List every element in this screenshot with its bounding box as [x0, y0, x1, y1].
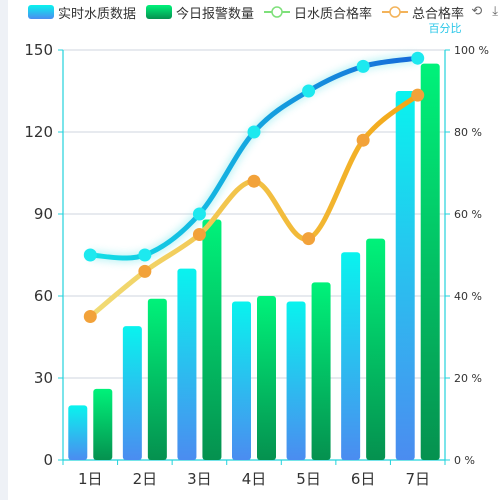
legend-item[interactable]: 总合格率 [382, 3, 464, 22]
point-total-pass-rate [247, 174, 261, 188]
y-left-tick-label: 120 [24, 123, 53, 141]
point-daily-pass-rate [83, 248, 97, 262]
legend-line-swatch [382, 5, 409, 19]
y-left-tick-label: 60 [34, 287, 53, 305]
download-icon[interactable]: ⤓ [492, 4, 498, 19]
restore-icon[interactable]: ⟲ [471, 4, 483, 19]
legend-item[interactable]: 今日报警数量 [146, 3, 254, 22]
legend-item[interactable]: 实时水质数据 [28, 3, 136, 22]
y-right-tick-label: 60 % [454, 208, 482, 221]
bar-water-quality [122, 326, 142, 460]
y-left-tick-label: 0 [43, 451, 53, 469]
chart-toolbar: ⟲ ⤓ [471, 4, 498, 19]
bar-water-quality [177, 268, 197, 460]
axis-labels: 0 30 60 90 120 150 0 % 20 % 40 % 60 % 80 % 100 % 百分比… [24, 22, 489, 488]
bar-water-quality [232, 301, 251, 460]
bar-alarm-count [366, 238, 386, 460]
point-total-pass-rate [356, 133, 370, 147]
point-daily-pass-rate [302, 84, 316, 98]
y-left-tick-label: 150 [24, 41, 53, 59]
x-tick-label: 3日 [187, 470, 212, 488]
bar-water-quality [68, 405, 88, 460]
legend-bar-swatch [28, 5, 54, 19]
y-left-tick-label: 90 [34, 205, 53, 223]
point-total-pass-rate [192, 228, 206, 241]
bar-water-quality [286, 301, 306, 460]
y-right-tick-label: 0 % [454, 454, 475, 467]
y-right-axis-name: 百分比 [429, 22, 462, 35]
line-glow [90, 53, 419, 263]
y-right-tick-label: 40 % [454, 290, 482, 303]
legend-item[interactable]: 日水质合格率 [264, 3, 372, 22]
grid-lines [63, 49, 445, 379]
bar-alarm-count [311, 282, 331, 460]
y-right-tick-label: 20 % [454, 372, 482, 385]
point-daily-pass-rate [138, 248, 152, 262]
bar-alarm-count [93, 388, 113, 460]
x-tick-label: 4日 [242, 470, 267, 488]
point-daily-pass-rate [192, 207, 206, 221]
point-total-pass-rate [302, 232, 316, 246]
legend-label: 日水质合格率 [294, 6, 373, 22]
lines [83, 51, 425, 323]
legend-line-swatch [264, 5, 291, 19]
left-edge-strip [0, 0, 8, 500]
bar-alarm-count [147, 298, 167, 460]
bar-water-quality [395, 91, 415, 460]
point-total-pass-rate [138, 264, 152, 278]
point-total-pass-rate [411, 88, 425, 102]
x-tick-label: 1日 [78, 470, 103, 488]
legend-label: 今日报警数量 [176, 6, 255, 22]
y-left-tick-label: 30 [34, 369, 53, 387]
line-daily-pass-rate [87, 55, 421, 261]
point-daily-pass-rate [247, 125, 261, 139]
y-right-tick-label: 80 % [454, 126, 482, 139]
bar-alarm-count [420, 63, 440, 461]
bar-water-quality [341, 252, 361, 460]
bars [68, 63, 440, 461]
bar-alarm-count [202, 219, 222, 460]
point-total-pass-rate [83, 310, 97, 323]
x-tick-label: 2日 [133, 470, 158, 488]
y-right-tick-label: 100 % [454, 44, 489, 57]
point-daily-pass-rate [356, 59, 370, 73]
legend-label: 总合格率 [412, 6, 465, 22]
point-daily-pass-rate [411, 51, 425, 65]
bar-alarm-count [257, 296, 276, 460]
legend-bar-swatch [146, 5, 173, 19]
legend: 实时水质数据 今日报警数量 日水质合格率 总合格率 [28, 2, 474, 22]
legend-label: 实时水质数据 [58, 6, 137, 22]
x-tick-label: 6日 [351, 470, 376, 488]
x-tick-label: 7日 [405, 470, 430, 488]
x-tick-label: 5日 [296, 470, 321, 488]
